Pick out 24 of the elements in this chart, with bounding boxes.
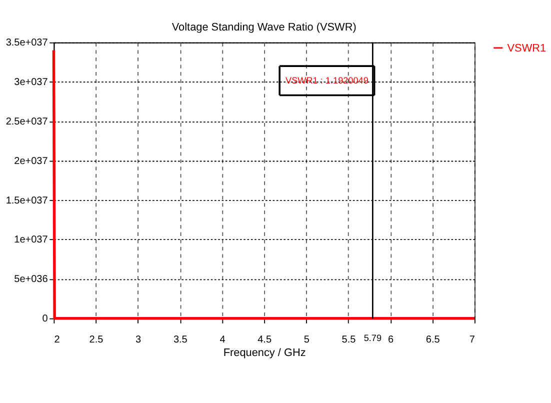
y-tick-label: 0 [42, 314, 48, 325]
y-tick-label: 2.5e+037 [6, 116, 48, 128]
x-tick-label: 5 [304, 334, 310, 346]
x-axis-title: Frequency / GHz [223, 347, 306, 360]
y-tick-label: 5e+036 [14, 274, 48, 286]
x-tick-label: 7 [469, 334, 476, 346]
annotation: VSWR1 : 1.1920049 [286, 75, 368, 86]
x-tick-label: 3.5 [173, 334, 188, 346]
y-tick-label: 3.5e+037 [6, 38, 48, 49]
x-tick-label: 2 [54, 334, 60, 346]
chart-title: Voltage Standing Wave Ratio (VSWR) [172, 22, 356, 34]
x-tick-label: 5.5 [342, 334, 356, 346]
y-tick-label: 1.5e+037 [6, 195, 48, 206]
x-tick-label: 6.5 [426, 334, 440, 346]
ref-line-label: 5.79 [364, 333, 382, 344]
x-tick-label: 6 [388, 334, 394, 346]
x-tick-label: 4 [220, 334, 226, 346]
y-tick-label: 3e+037 [14, 77, 48, 88]
x-tick-label: 3 [136, 334, 142, 346]
y-tick-label: 2e+037 [14, 156, 48, 167]
y-tick-label: 1e+037 [14, 234, 48, 246]
x-tick-label: 4.5 [258, 334, 272, 346]
legend-label: VSWR1 [507, 42, 546, 55]
x-tick-label: 2.5 [89, 334, 104, 346]
